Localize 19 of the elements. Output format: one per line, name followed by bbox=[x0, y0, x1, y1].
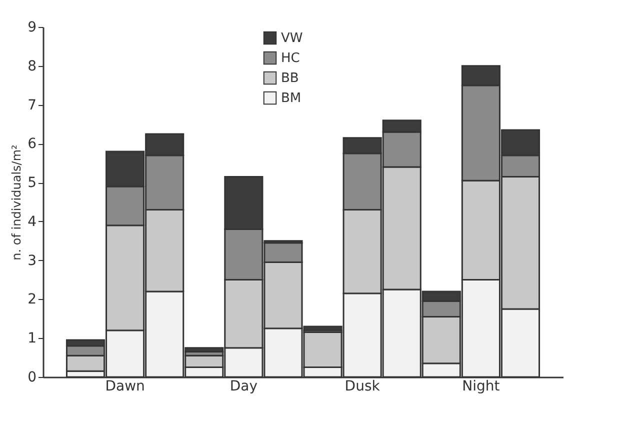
y-tick-label: 9 bbox=[28, 20, 36, 36]
x-tick-label: Night bbox=[462, 378, 500, 394]
y-tick-label: 2 bbox=[28, 292, 36, 308]
y-tick-label: 6 bbox=[28, 136, 37, 152]
legend-label: BB bbox=[281, 71, 299, 86]
x-tick-label: Day bbox=[230, 378, 258, 394]
y-axis-title: n. of individuals/m² bbox=[10, 144, 24, 260]
legend-label: HC bbox=[281, 51, 300, 66]
y-tick-label: 8 bbox=[28, 58, 36, 74]
x-tick-label: Dusk bbox=[344, 378, 381, 394]
legend-label: VW bbox=[281, 31, 303, 46]
legend-label: BM bbox=[281, 91, 302, 106]
y-tick-label: 4 bbox=[28, 214, 37, 230]
y-tick-label: 0 bbox=[28, 370, 36, 386]
y-tick-label: 3 bbox=[28, 252, 36, 269]
y-tick-label: 1 bbox=[28, 330, 36, 347]
x-tick-label: Dawn bbox=[105, 378, 145, 394]
y-tick-label: 5 bbox=[28, 175, 36, 192]
y-tick-label: 7 bbox=[28, 97, 36, 114]
